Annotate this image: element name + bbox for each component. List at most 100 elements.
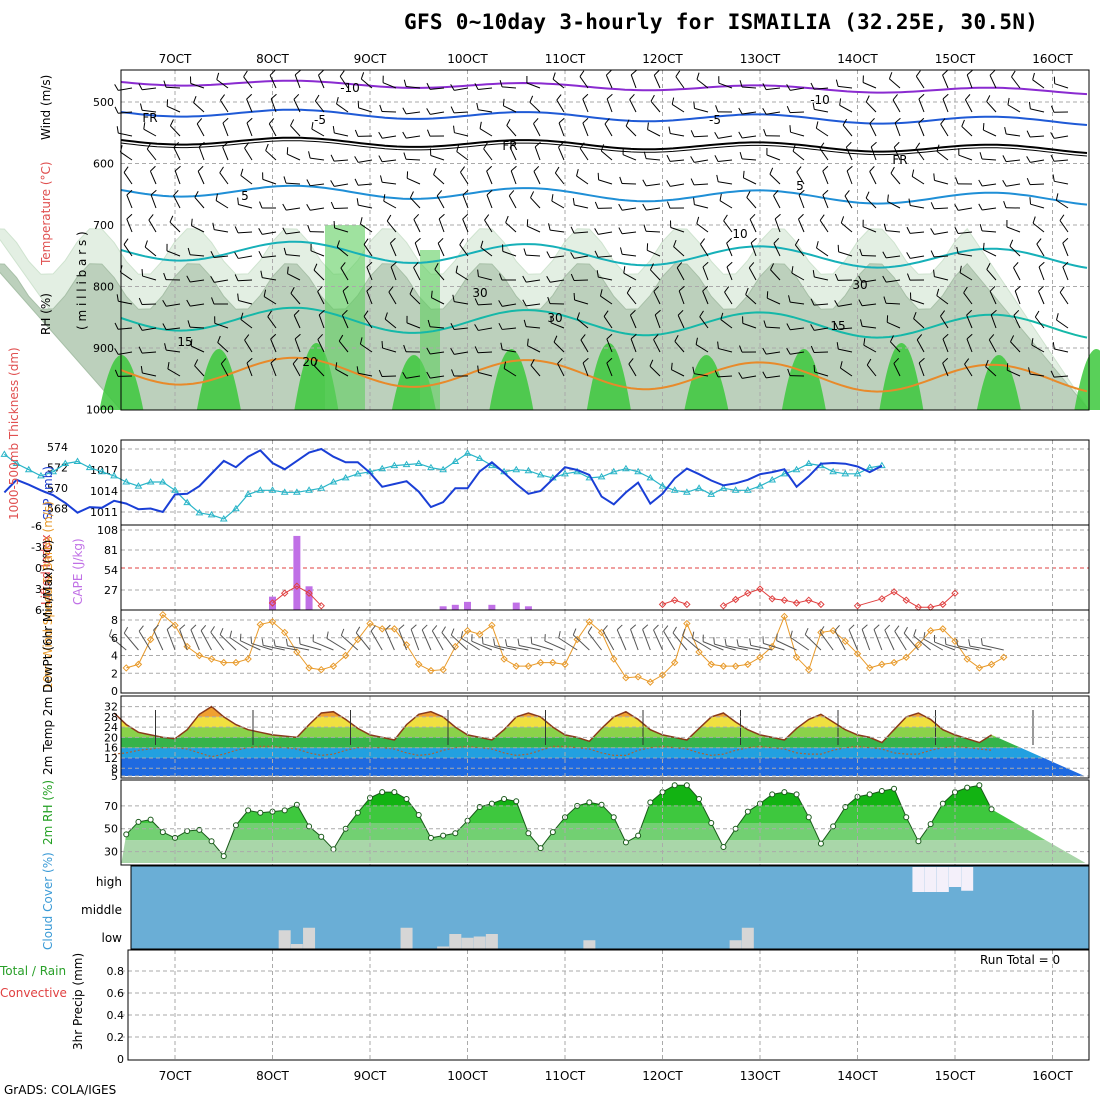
upper-wind-barb <box>311 122 314 130</box>
upper-wind-barb <box>598 231 613 235</box>
upper-wind-barb <box>270 338 277 353</box>
upper-wind-barb <box>606 357 613 364</box>
wind-speed-point <box>658 671 667 679</box>
upper-wind-barb <box>702 290 709 305</box>
wind-speed-point <box>780 612 789 621</box>
cape-bar <box>293 535 301 610</box>
upper-wind-barb <box>194 365 205 377</box>
upper-wind-barb <box>150 165 156 172</box>
upper-wind-barb <box>789 111 805 114</box>
wind-barb <box>384 629 395 651</box>
upper-wind-barb <box>547 296 551 304</box>
wind-barb <box>273 639 276 647</box>
upper-wind-barb <box>653 339 661 353</box>
upper-wind-barb <box>462 194 469 209</box>
upper-wind-barb <box>285 182 301 185</box>
upper-wind-barb <box>579 76 589 89</box>
upper-wind-barb <box>576 175 589 185</box>
upper-wind-barb <box>332 126 335 134</box>
upper-wind-barb <box>452 294 455 302</box>
wind-barb <box>819 631 834 651</box>
rh-point <box>769 791 776 798</box>
upper-wind-barb <box>720 319 733 329</box>
upper-wind-barb <box>505 215 509 223</box>
upper-wind-barb <box>594 201 599 209</box>
upper-wind-barb <box>381 341 384 349</box>
upper-wind-barb <box>533 118 539 124</box>
upper-wind-barb <box>244 334 250 341</box>
cloud-layer-label: low <box>102 931 123 945</box>
upper-wind-barb <box>574 231 589 234</box>
wind-barb <box>200 625 207 631</box>
upper-wind-barb <box>484 219 493 233</box>
thickness-point <box>402 460 411 468</box>
upper-wind-barb <box>139 103 143 111</box>
upper-wind-barb <box>814 303 829 306</box>
upper-wind-barb <box>690 130 695 137</box>
wind-barb <box>763 642 785 651</box>
x-tick-bottom: 12OCT <box>642 1069 683 1083</box>
upper-wind-barb <box>930 202 935 209</box>
wind-barb <box>894 631 907 651</box>
upper-wind-barb <box>358 159 373 163</box>
upper-wind-barb <box>845 141 852 148</box>
upper-wind-barb <box>958 207 973 211</box>
upper-wind-barb <box>462 213 469 220</box>
wind-speed-point <box>695 648 703 656</box>
wind-speed-point <box>122 664 130 672</box>
upper-wind-barb <box>477 351 493 354</box>
upper-wind-barb <box>765 326 781 329</box>
upper-wind-barb <box>268 123 277 137</box>
upper-wind-barb <box>700 238 706 245</box>
upper-wind-barb <box>460 166 466 173</box>
upper-wind-barb <box>790 351 805 355</box>
thickness-point <box>158 478 167 485</box>
upper-wind-barb <box>933 173 935 181</box>
upper-wind-barb <box>766 351 781 355</box>
upper-wind-barb <box>462 189 469 196</box>
thickness-tick: 574 <box>47 441 68 454</box>
wind-barb <box>790 630 793 638</box>
upper-wind-barb <box>310 207 325 211</box>
upper-wind-barb <box>293 99 301 113</box>
thickness-point <box>561 469 569 477</box>
wind-tick: 0 <box>111 685 118 698</box>
upper-wind-barb <box>167 368 181 377</box>
upper-wind-barb <box>858 275 863 283</box>
upper-wind-barb <box>630 74 637 89</box>
rh-green-blob <box>196 349 241 410</box>
thickness-point <box>877 461 886 469</box>
upper-wind-barb <box>290 293 301 305</box>
upper-wind-barb <box>942 333 949 340</box>
upper-wind-barb <box>1031 344 1045 353</box>
upper-wind-barb <box>126 189 133 196</box>
cloud-high-bar <box>912 867 925 892</box>
thickness-point <box>37 471 45 479</box>
upper-wind-barb <box>603 310 609 317</box>
upper-wind-barb <box>142 327 157 331</box>
upper-wind-barb <box>1062 266 1069 281</box>
wind-speed-point <box>841 637 850 646</box>
upper-wind-barb <box>166 303 181 307</box>
upper-wind-barb <box>455 272 469 281</box>
thickness-point <box>451 457 460 465</box>
slp-tick: 1020 <box>90 443 118 456</box>
upper-wind-barb <box>862 226 877 233</box>
upper-wind-barb <box>433 174 445 185</box>
contour-fr <box>120 136 1088 154</box>
cape-ylabel: CAPE (J/kg) <box>71 538 85 605</box>
upper-wind-barb <box>836 342 839 350</box>
upper-wind-barb <box>748 267 757 281</box>
upper-wind-barb <box>533 171 541 185</box>
upper-wind-barb <box>989 291 997 305</box>
upper-wind-barb <box>286 231 301 235</box>
upper-wind-barb <box>911 169 915 177</box>
upper-wind-barb <box>244 147 253 161</box>
upper-wind-barb <box>166 327 181 331</box>
wind-speed-point <box>707 660 715 669</box>
upper-wind-barb <box>769 167 774 175</box>
upper-wind-barb <box>619 247 623 255</box>
upper-wind-barb <box>720 312 724 320</box>
upper-wind-barb <box>930 228 935 235</box>
wind-speed-point <box>195 651 204 660</box>
